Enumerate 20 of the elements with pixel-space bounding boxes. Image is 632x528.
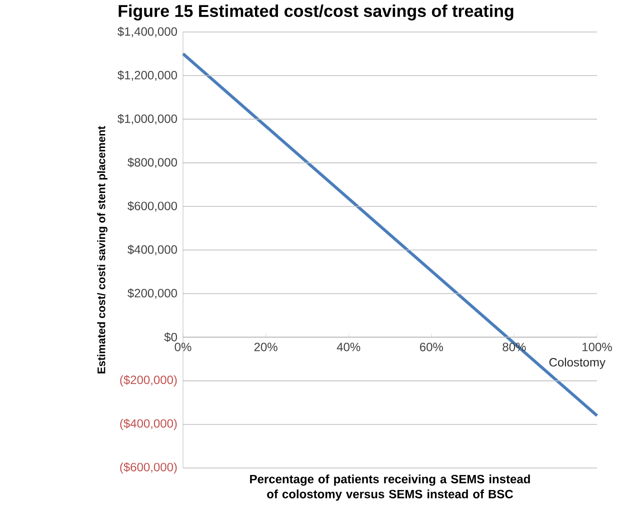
x-tick-label: 100% [582,342,612,352]
y-tick-label: $1,200,000 [118,70,177,81]
y-axis-title: Estimated cost/ costi saving of stent placement [97,126,108,374]
x-axis-title: Percentage of patients receiving a SEMS instead of colostomy versus SEMS instead of BSC [250,474,530,501]
y-tick-label: $400,000 [128,244,177,256]
x-tick-label: 20% [254,342,278,352]
chart-title: Figure 15 Estimated cost/cost savings of treating [118,4,514,20]
y-tick-label: $600,000 [128,201,177,212]
y-tick-label: $1,000,000 [118,114,177,124]
x-tick-label: 0% [174,342,192,352]
y-tick-label: $800,000 [128,158,177,168]
y-tick-label: $200,000 [128,288,177,299]
y-tick-label: ($600,000) [120,462,177,474]
y-tick-label: $0 [164,332,178,342]
y-tick-label: $1,400,000 [118,26,177,38]
y-tick-label: ($200,000) [120,375,177,386]
annotation: Colostomy [549,358,606,369]
x-tick-label: 60% [420,342,443,352]
y-tick-label: ($400,000) [120,418,177,430]
x-tick-label: 40% [336,342,360,352]
